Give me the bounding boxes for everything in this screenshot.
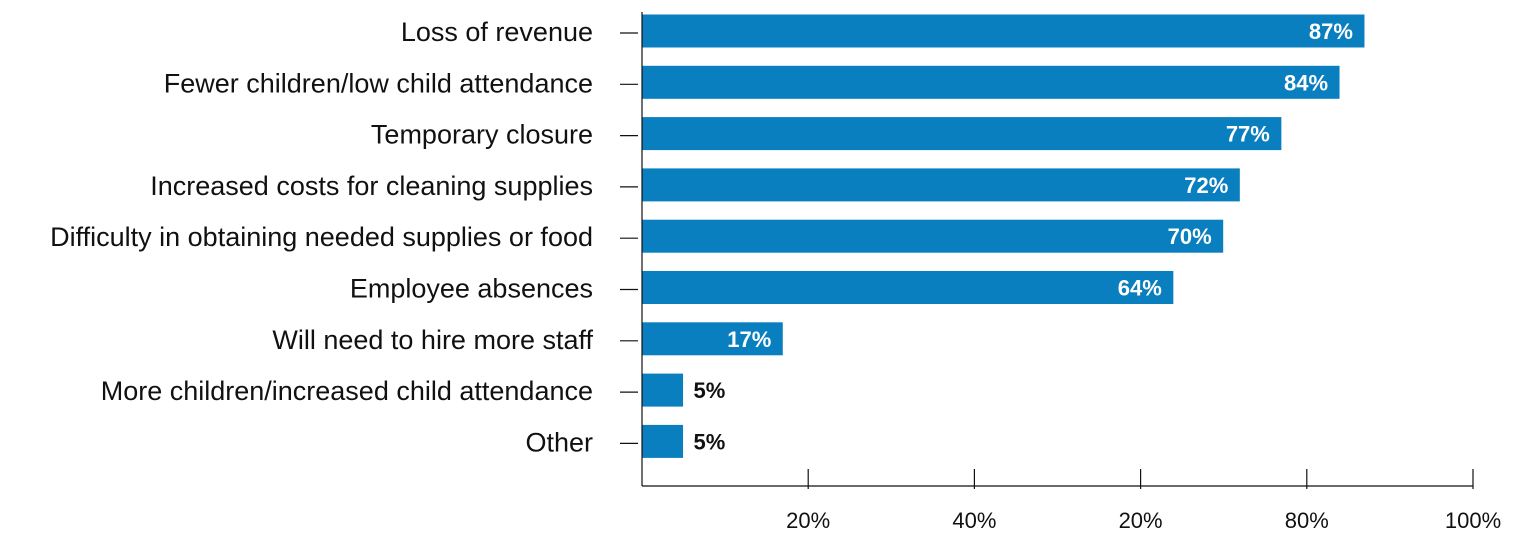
data-label: 84% xyxy=(1284,70,1328,95)
category-label: Fewer children/low child attendance xyxy=(164,68,593,98)
x-tick-label: 20% xyxy=(1119,508,1163,533)
category-label: Employee absences xyxy=(350,274,593,304)
category-labels-layer: Loss of revenue 87% Fewer children/low chi… xyxy=(50,17,1353,457)
bar xyxy=(641,372,685,408)
category-label: Increased costs for cleaning supplies xyxy=(150,171,593,201)
x-tick-label: 40% xyxy=(952,508,996,533)
x-tick-label: 20% xyxy=(786,508,830,533)
data-label: 72% xyxy=(1184,173,1228,198)
bar xyxy=(641,64,1341,100)
data-label: 77% xyxy=(1226,122,1270,147)
data-label: 17% xyxy=(727,327,771,352)
bars-layer xyxy=(641,13,1366,459)
x-tick-label: 100% xyxy=(1445,508,1501,533)
bar xyxy=(641,13,1366,49)
x-axis: 20% 40% 20% 80% 100% xyxy=(641,12,1501,533)
bar xyxy=(641,167,1241,203)
data-label: 70% xyxy=(1168,224,1212,249)
data-label: 87% xyxy=(1309,19,1353,44)
category-label: Will need to hire more staff xyxy=(272,325,593,355)
data-label: 5% xyxy=(694,378,726,403)
bar xyxy=(641,270,1175,305)
x-tick-label: 80% xyxy=(1285,508,1329,533)
category-label: Temporary closure xyxy=(371,120,593,150)
category-label: Other xyxy=(525,427,593,457)
bar xyxy=(641,218,1225,254)
data-label: 5% xyxy=(694,429,726,454)
category-label: Difficulty in obtaining needed supplies … xyxy=(50,222,593,252)
bar xyxy=(641,423,685,459)
data-label: 64% xyxy=(1118,276,1162,301)
bar xyxy=(641,116,1283,152)
bar xyxy=(641,321,784,357)
category-label: Loss of revenue xyxy=(401,17,593,47)
category-label: More children/increased child attendance xyxy=(101,376,593,406)
